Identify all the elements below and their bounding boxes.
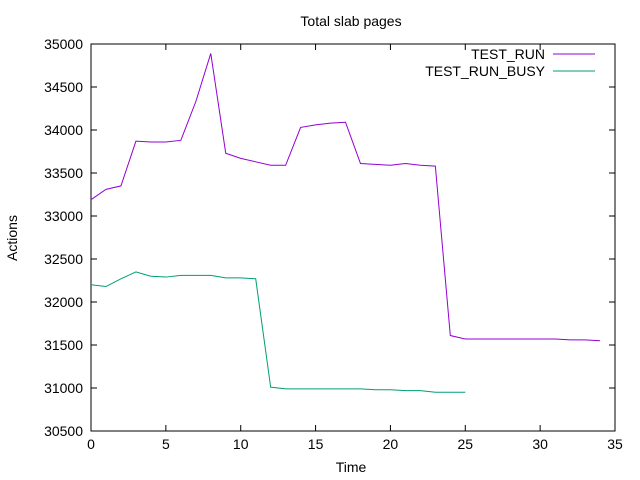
y-tick-label: 32500 [44,251,83,267]
series-group [90,53,601,393]
y-axis-label: Actions [4,215,20,261]
x-tick-label: 15 [308,436,324,452]
x-tick-label: 25 [457,436,473,452]
x-tick-label: 0 [87,436,95,452]
x-axis: 0 5 10 15 20 25 30 35 [87,44,623,452]
y-tick-label: 34000 [44,122,83,138]
y-axis: 30500 31000 31500 32000 32500 33000 33500 34000… [44,36,615,439]
series-line-test-run [90,53,601,342]
x-tick-label: 35 [607,436,623,452]
y-tick-label: 33000 [44,208,83,224]
chart-title: Total slab pages [300,13,401,29]
legend-label-test-run: TEST_RUN [471,46,545,62]
y-tick-label: 31000 [44,380,83,396]
x-tick-label: 20 [383,436,399,452]
y-tick-label: 31500 [44,337,83,353]
y-tick-label: 35000 [44,36,83,52]
y-tick-label: 34500 [44,79,83,95]
x-tick-label: 30 [532,436,548,452]
x-tick-label: 5 [162,436,170,452]
y-tick-label: 32000 [44,294,83,310]
x-tick-label: 10 [233,436,249,452]
series-line-test-run-busy [90,271,466,393]
x-axis-label: Time [336,459,367,475]
y-tick-label: 30500 [44,423,83,439]
y-tick-label: 33500 [44,165,83,181]
plot-frame [90,43,616,432]
legend-label-test-run-busy: TEST_RUN_BUSY [425,63,545,79]
